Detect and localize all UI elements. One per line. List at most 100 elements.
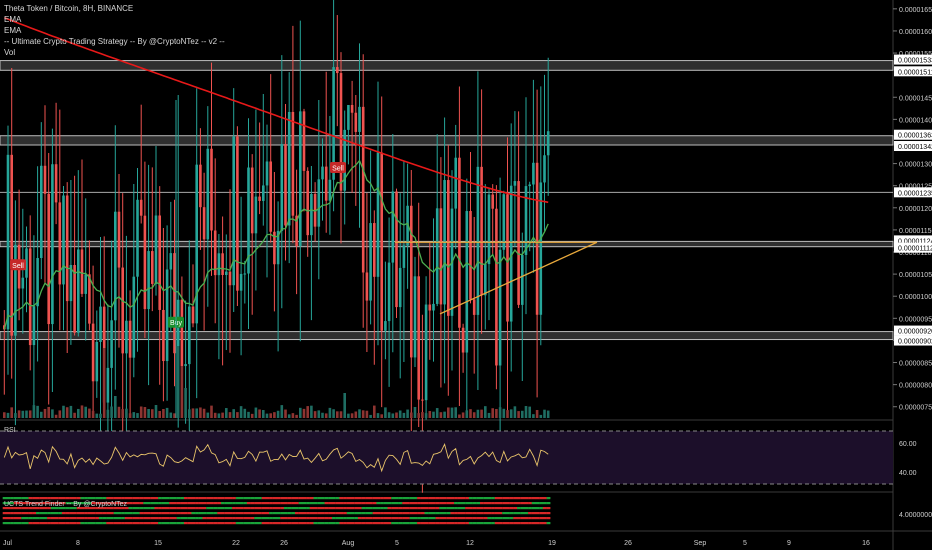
- volume-bar: [395, 412, 398, 418]
- trend-strip-cell: [443, 502, 447, 505]
- trend-strip-cell: [150, 507, 155, 510]
- trend-strip-cell: [172, 497, 177, 500]
- trend-strip-cell: [61, 497, 66, 500]
- trend-strip-cell: [483, 522, 488, 525]
- trend-strip-cell: [283, 522, 288, 525]
- trend-strip-cell: [206, 502, 210, 505]
- trend-strip-cell: [54, 522, 59, 525]
- trend-strip-cell: [91, 522, 96, 525]
- candle-body: [365, 272, 369, 301]
- trend-strip-cell: [394, 502, 399, 505]
- band-price-tag: [894, 235, 932, 246]
- candle-body: [158, 215, 161, 310]
- sr-band: [0, 60, 894, 71]
- trend-strip-cell: [102, 522, 107, 525]
- trend-strip-cell: [139, 502, 144, 505]
- trend-strip-cell: [202, 517, 207, 520]
- trend-strip-cell: [505, 507, 510, 510]
- trend-strip-cell: [154, 497, 159, 500]
- trend-strip-cell: [402, 497, 407, 500]
- trend-strip-cell: [265, 502, 270, 505]
- trend-strip-cell: [505, 512, 510, 515]
- trend-strip-cell: [457, 522, 462, 525]
- trend-strip-cell: [446, 512, 451, 515]
- volume-bar: [206, 412, 210, 418]
- trend-strip-cell: [269, 497, 273, 500]
- trend-strip-cell: [209, 512, 214, 515]
- candle-body: [10, 154, 13, 336]
- candle-body: [147, 251, 150, 310]
- trend-strip-cell: [198, 517, 203, 520]
- trend-strip-cell: [84, 522, 88, 525]
- trend-strip-cell: [195, 517, 199, 520]
- candle-body: [543, 155, 546, 183]
- candle-body: [199, 164, 202, 208]
- trend-strip-cell: [457, 502, 462, 505]
- trend-strip-cell: [439, 517, 444, 520]
- trend-strip-cell: [472, 512, 477, 515]
- volume-bar: [428, 411, 432, 418]
- trend-strip-cell: [239, 522, 244, 525]
- trend-strip-cell: [424, 497, 429, 500]
- rsi-band: [0, 431, 893, 484]
- trend-strip-cell: [95, 507, 99, 510]
- candle-body: [339, 73, 343, 191]
- candle-body: [506, 194, 509, 322]
- trend-strip-cell: [542, 507, 547, 510]
- trend-strip-cell: [139, 517, 144, 520]
- candle-body: [32, 306, 36, 346]
- trend-strip-cell: [10, 512, 14, 515]
- trend-strip-cell: [39, 517, 44, 520]
- trend-strip-cell: [98, 517, 103, 520]
- x-tick-label: 16: [862, 540, 870, 547]
- candles: [3, 0, 550, 493]
- trend-strip-cell: [2, 502, 7, 505]
- trend-strip-cell: [387, 512, 392, 515]
- trend-strip-cell: [417, 512, 421, 515]
- trend-strip-cell: [161, 517, 166, 520]
- band-price-tag: [894, 54, 932, 65]
- trend-strip-cell: [91, 517, 96, 520]
- trend-strip-cell: [250, 497, 255, 500]
- volume-bar: [528, 406, 531, 418]
- trend-strip-cell: [498, 517, 503, 520]
- trend-strip-cell: [343, 507, 347, 510]
- trend-strip-cell: [172, 507, 177, 510]
- trend-strip-cell: [498, 507, 503, 510]
- volume-bar: [369, 414, 372, 418]
- band-price-label: 0.00001342: [898, 144, 932, 151]
- candle-body: [254, 196, 258, 234]
- candle-body: [517, 181, 520, 305]
- candle-body: [395, 191, 398, 308]
- trend-strip-cell: [461, 497, 466, 500]
- trend-strip-cell: [191, 512, 196, 515]
- sr-band: [0, 135, 894, 146]
- trend-strip-cell: [180, 497, 185, 500]
- rsi-tick-40: 40.00: [899, 470, 917, 477]
- trend-strip-cell: [424, 507, 429, 510]
- trend-strip-cell: [124, 502, 129, 505]
- trend-strip-cell: [306, 522, 310, 525]
- trend-strip-cell: [320, 502, 325, 505]
- trend-strip-cell: [394, 507, 399, 510]
- trend-strip-cell: [539, 507, 543, 510]
- trend-strip-cell: [254, 497, 259, 500]
- volume-bar: [276, 410, 280, 418]
- trend-strip-cell: [528, 512, 532, 515]
- trend-strip-cell: [324, 522, 329, 525]
- trend-strip-cell: [43, 512, 48, 515]
- trend-strip-cell: [528, 507, 532, 510]
- trend-strip-cell: [283, 497, 288, 500]
- trend-strip-cell: [350, 502, 355, 505]
- trend-strip-cell: [546, 502, 551, 505]
- volume-bar: [539, 414, 543, 418]
- trend-strip-cell: [50, 507, 55, 510]
- volume-bar: [58, 410, 62, 418]
- trend-strip-cell: [435, 522, 440, 525]
- trend-strip-cell: [413, 507, 418, 510]
- trend-tick: 4.00000000: [899, 512, 932, 519]
- trend-strip-cell: [221, 522, 225, 525]
- volume-bar: [54, 414, 58, 418]
- trend-strip-cell: [542, 502, 547, 505]
